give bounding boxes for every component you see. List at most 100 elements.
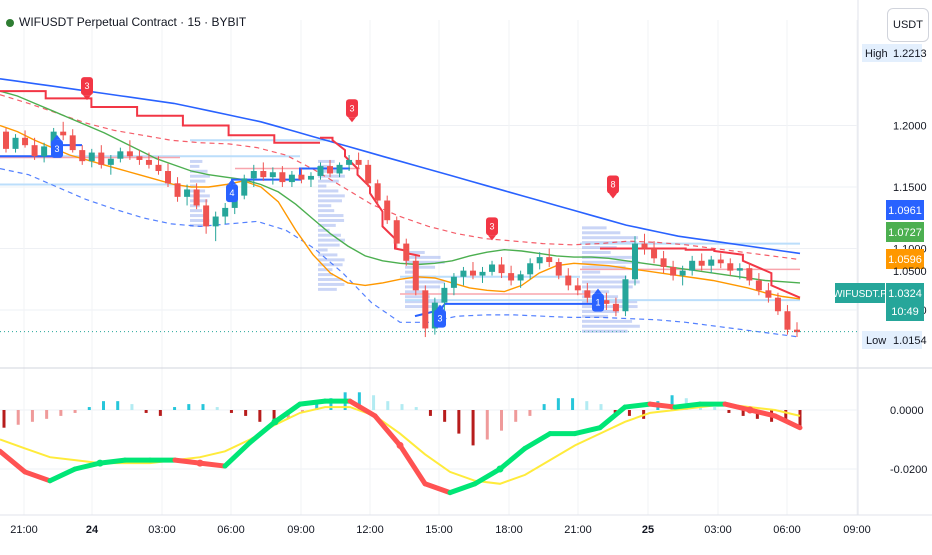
volume-profile-bar [405,290,424,294]
histogram-bar [357,392,361,410]
histogram-bar [158,410,162,416]
histogram-bar [798,410,802,428]
candle-body [269,172,276,178]
candle-body [317,166,324,176]
volume-profile-bar [318,179,339,183]
candle-body [136,156,143,160]
candle-body [260,171,267,178]
macd-line-segment [0,448,28,475]
symbol-tag-bg [835,283,885,303]
volume-profile-bar [318,263,343,267]
macd-line-segment [672,401,703,410]
histogram-bar [571,398,575,410]
volume-profile-bar [318,287,337,291]
signal-label-pointer [348,117,356,123]
price-tick-label: 1.2000 [893,121,927,133]
candle-body [193,189,200,206]
candle-body [79,150,86,162]
histogram-bar [16,410,20,425]
crossover-dot [96,459,104,467]
supertrend-red-line [320,136,421,257]
volume-profile-bar [405,280,445,284]
last-price-tag-bg [886,283,924,321]
candle-body [736,268,743,271]
histogram-bar [244,410,248,416]
signal-line [0,403,801,485]
candle-body [622,279,629,312]
time-tick-label: 15:00 [425,524,453,536]
candle-body [298,174,305,180]
volume-profile-bar [582,319,633,323]
macd-line-segment [772,413,803,431]
ema-orange-tag-text: 1.0596 [888,254,922,266]
time-tick-label: 12:00 [356,524,384,536]
candle-body [508,273,515,281]
signal-label-text: 3 [84,81,89,91]
candle-body [489,264,496,272]
signal-label-pointer [53,134,61,140]
volume-profile-bar [318,248,328,252]
time-tick-label: 06:00 [217,524,245,536]
histogram-bar [386,401,390,410]
histogram-bar [613,410,617,413]
macd-line-segment [247,419,278,445]
macd-line-segment [572,425,603,437]
candle-body [517,274,524,281]
supertrend-signal-label: 3 [81,77,93,101]
candle-body [60,131,67,136]
candle-body [784,311,791,330]
candle-body [670,266,677,276]
macd-line-segment [722,401,753,413]
candle-body [22,137,29,146]
volume-profile-bar [190,184,197,188]
candle-body [203,205,210,227]
candle-body [441,287,448,303]
crossover-dot [271,418,279,426]
histogram-bar [30,410,34,422]
supertrend-red-line [0,90,320,144]
candle-body [184,189,191,197]
currency-button[interactable]: USDT [887,8,929,42]
signal-label-text: 8 [610,180,615,190]
low-label-text: Low [866,335,886,347]
signal-label-text: 3 [489,221,494,231]
volume-profile-bar [190,204,200,208]
candle-body [641,243,648,249]
ema-orange-line [0,124,801,300]
volume-profile-bar [318,228,330,232]
volume-profile-bar [582,300,638,304]
candle-body [746,268,753,281]
histogram-bar [187,404,191,410]
volume-profile-bar [318,214,344,218]
signal-label-pointer [609,193,617,199]
candle-body [660,258,667,267]
signal-label-pointer [436,304,444,310]
crossover-dot [196,459,204,467]
time-tick-label: 18:00 [495,524,523,536]
signal-label-box [346,99,358,118]
time-tick-label: 25 [642,524,654,536]
ema-blue-tag-bg [886,200,924,220]
volume-profile-bar [582,236,639,240]
volume-profile-bar [405,265,436,269]
supertrend-signal-label: 3 [486,217,498,241]
candles [3,121,800,338]
macd-line-segment [597,404,628,431]
candle-body [603,300,610,304]
market-status-icon [6,18,14,27]
histogram-bar [315,404,319,410]
volume-profile-bar [318,194,345,198]
crossover-dot [746,406,754,414]
candle-body [212,216,219,227]
volume-profile-bar [582,246,617,250]
candle-body [327,166,334,174]
candle-body [88,152,95,162]
volume-profile-bar [318,199,342,203]
candle-body [145,159,152,165]
histogram-bar [201,404,205,410]
candle-body [450,276,457,288]
volume-profile-bar [190,223,204,227]
volume-profile-bar [190,209,203,213]
